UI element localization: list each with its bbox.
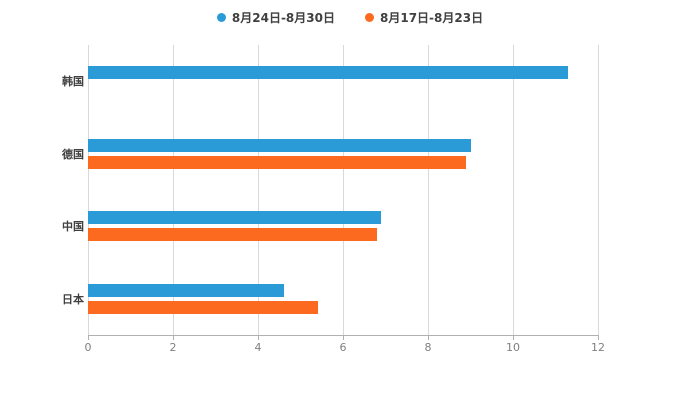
gridline: [428, 45, 429, 335]
bar-series1: [88, 211, 382, 225]
bar-series1: [88, 66, 569, 80]
y-axis-category-label: 中国: [62, 220, 84, 234]
legend-label-series-2: 8月17日-8月23日: [380, 10, 484, 25]
x-axis-tick: [258, 336, 259, 340]
gridline: [88, 45, 89, 335]
gridline: [343, 45, 344, 335]
bar-series1: [88, 138, 471, 152]
x-axis-tick-label: 4: [254, 341, 262, 354]
x-axis-tick-label: 8: [424, 341, 432, 354]
chart-legend: 8月24日-8月30日 8月17日-8月23日: [0, 6, 700, 28]
x-axis-tick: [173, 336, 174, 340]
legend-dot-orange-icon: [365, 12, 374, 22]
x-axis-tick-label: 2: [169, 341, 177, 354]
bar-series2: [88, 228, 377, 242]
x-axis-tick-label: 6: [339, 341, 347, 354]
bar-series2: [88, 300, 318, 314]
x-axis-tick-label: 0: [84, 341, 92, 354]
x-axis-tick: [88, 336, 89, 340]
x-axis-tick: [513, 336, 514, 340]
gridline: [258, 45, 259, 335]
legend-item-series-2[interactable]: 8月17日-8月23日: [365, 9, 483, 26]
gridline: [513, 45, 514, 335]
legend-label-series-1: 8月24日-8月30日: [231, 10, 335, 25]
y-axis-category-label: 韩国: [62, 75, 84, 89]
x-axis-tick-label: 12: [591, 341, 605, 354]
x-axis-tick: [343, 336, 344, 340]
bar-series2: [88, 155, 467, 169]
y-axis-category-label: 日本: [62, 292, 84, 306]
x-axis-tick: [428, 336, 429, 340]
gridline: [173, 45, 174, 335]
legend-dot-blue-icon: [216, 12, 226, 22]
legend-item-series-1[interactable]: 8月24日-8月30日: [216, 9, 335, 26]
x-axis-tick: [598, 336, 599, 340]
plot-area: [88, 45, 599, 335]
gridline: [598, 45, 599, 335]
bar-series1: [88, 283, 284, 297]
x-axis-tick-label: 10: [506, 341, 520, 354]
x-axis-line: [88, 335, 599, 336]
y-axis-category-label: 德国: [62, 147, 84, 161]
